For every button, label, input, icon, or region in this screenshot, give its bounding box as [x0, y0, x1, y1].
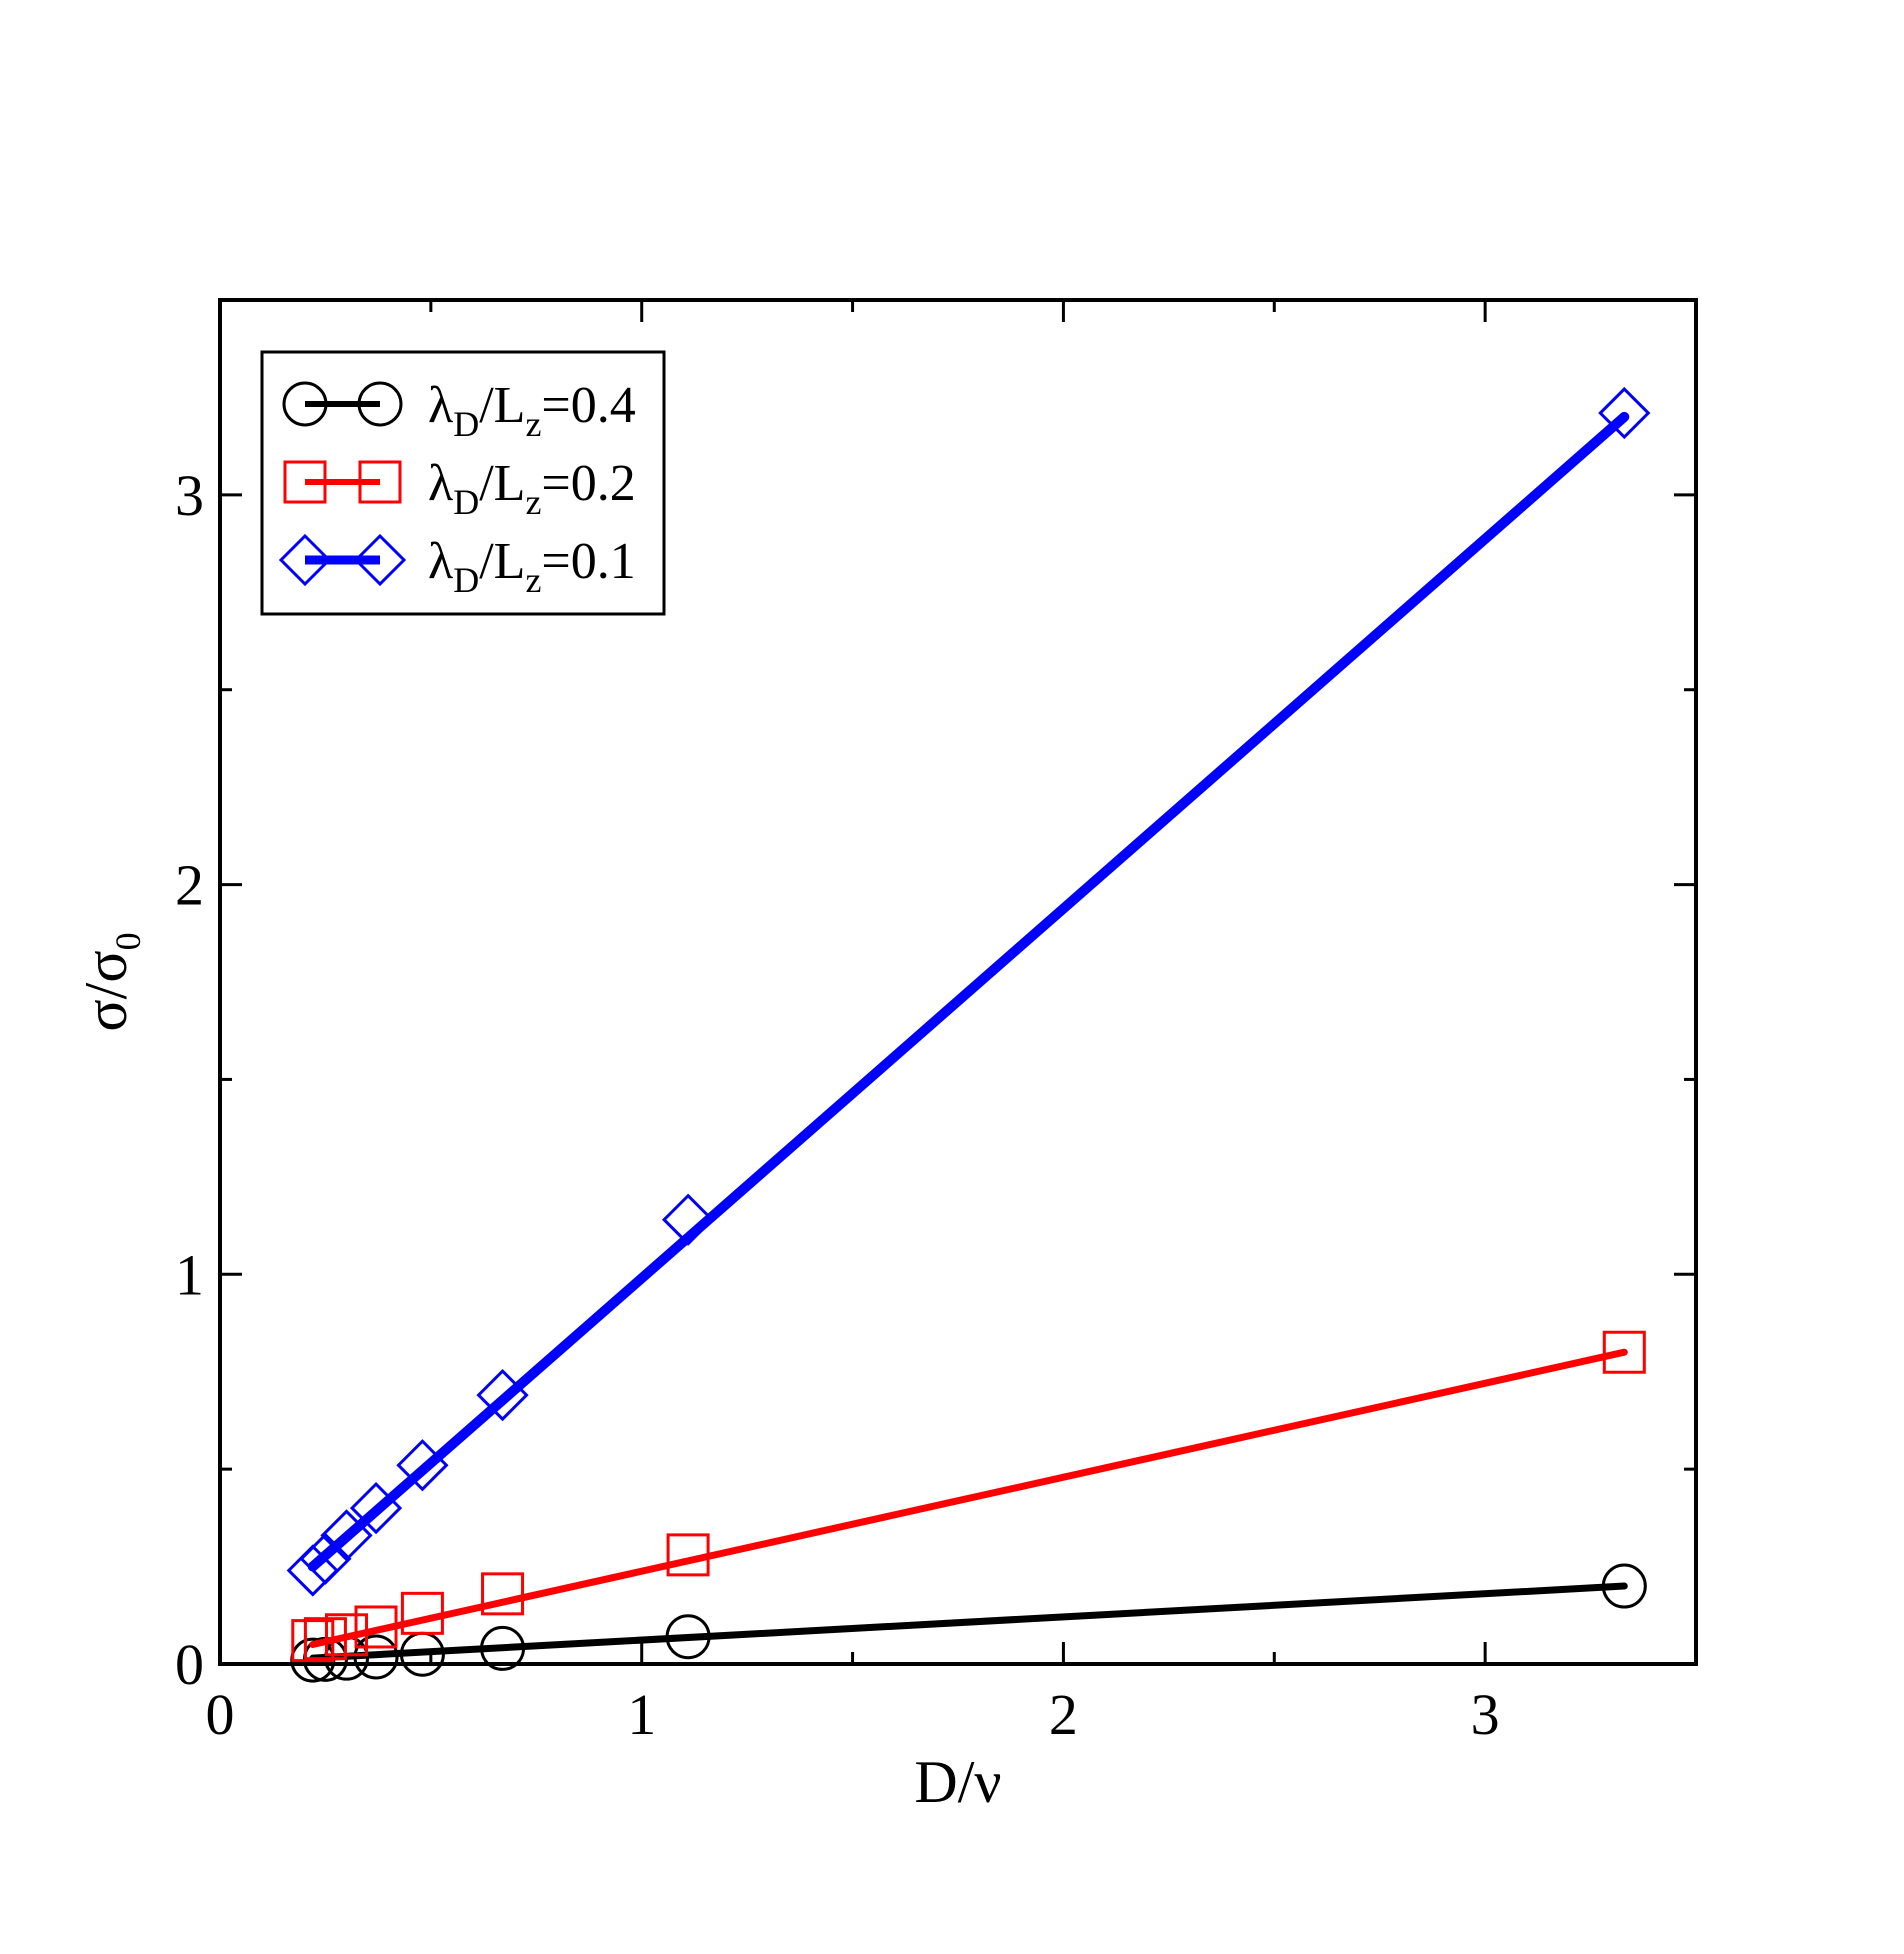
- y-tick-label: 2: [175, 853, 204, 918]
- legend-label-part: z: [525, 404, 541, 444]
- legend-label-part: D: [453, 482, 479, 522]
- legend-marker: [282, 381, 328, 427]
- axis-ticks: [218, 298, 1698, 1666]
- series-1-point: [666, 1533, 710, 1577]
- series-2-point: [320, 1509, 373, 1562]
- x-tick-label: 0: [206, 1682, 235, 1747]
- legend-entry-1: λD/Lz=0.2: [283, 455, 636, 522]
- series-2-point: [661, 1193, 715, 1246]
- x-tick-label: 1: [627, 1682, 656, 1747]
- legend-label-part: =0.1: [541, 533, 635, 590]
- y-axis-title-main: σ/σ: [73, 950, 139, 1031]
- series-0-point: [1601, 1563, 1647, 1609]
- series-0-fit-line: [309, 1582, 1628, 1662]
- x-axis-title: D/ν: [914, 1749, 1001, 1815]
- series-0-point: [665, 1614, 711, 1660]
- legend-label: λD/Lz=0.1: [428, 533, 636, 600]
- legend-marker: [357, 381, 403, 427]
- series-2-point: [476, 1368, 529, 1422]
- legend-label-part: λ: [428, 377, 453, 434]
- legend-label: λD/Lz=0.4: [428, 377, 636, 444]
- legend-label-part: λ: [428, 455, 453, 512]
- legend-label-part: =0.4: [541, 377, 635, 434]
- series-1-point: [291, 1619, 335, 1663]
- legend: λD/Lz=0.4λD/Lz=0.2λD/Lz=0.1: [260, 350, 666, 616]
- legend-label-part: z: [525, 482, 541, 522]
- y-tick-label: 0: [175, 1632, 204, 1697]
- series-2-point: [349, 1481, 403, 1535]
- plot-frame: [218, 298, 1698, 1666]
- series-1-fit-line: [309, 1348, 1628, 1649]
- y-tick-label: 1: [175, 1242, 204, 1307]
- series-1-point: [325, 1613, 369, 1657]
- legend-label-part: /L: [479, 455, 525, 512]
- legend-label-part: /L: [479, 377, 525, 434]
- series-1-point: [400, 1591, 444, 1635]
- legend-entry-2: λD/Lz=0.1: [278, 533, 636, 600]
- series-2-fit-line: [307, 411, 1630, 1572]
- legend-label-part: =0.2: [541, 455, 635, 512]
- series-1-point: [354, 1605, 398, 1649]
- series-2-point: [1598, 386, 1651, 440]
- legend-marker: [278, 533, 332, 587]
- svg-text:σ/σ0: σ/σ0: [73, 932, 148, 1031]
- legend-entry-0: λD/Lz=0.4: [282, 377, 636, 444]
- series-2-point: [299, 1532, 352, 1585]
- legend-label: λD/Lz=0.2: [428, 455, 636, 522]
- legend-marker: [358, 460, 402, 504]
- legend-marker: [353, 533, 407, 587]
- x-tick-label: 3: [1471, 1682, 1500, 1747]
- y-axis-title-sub: 0: [108, 932, 148, 950]
- series-2: [286, 386, 1651, 1597]
- series-1-point: [481, 1572, 525, 1616]
- series-1: [291, 1330, 1646, 1663]
- x-tick-label: 2: [1049, 1682, 1078, 1747]
- legend-label-part: λ: [428, 533, 453, 590]
- series-2-point: [286, 1544, 339, 1597]
- legend-marker: [283, 460, 327, 504]
- series-0-point: [480, 1625, 526, 1671]
- tick-labels: 0 1 2 3 0 1 2 3: [175, 463, 1500, 1747]
- y-tick-label: 3: [175, 463, 204, 528]
- series-2-point: [396, 1439, 449, 1492]
- legend-label-part: z: [525, 560, 541, 600]
- y-axis-title: σ/σ0: [73, 932, 148, 1031]
- series-1-point: [1602, 1330, 1646, 1374]
- legend-label-part: /L: [479, 533, 525, 590]
- legend-label-part: D: [453, 404, 479, 444]
- legend-label-part: D: [453, 560, 479, 600]
- series-0-point: [353, 1634, 399, 1680]
- series-layer: [286, 386, 1651, 1683]
